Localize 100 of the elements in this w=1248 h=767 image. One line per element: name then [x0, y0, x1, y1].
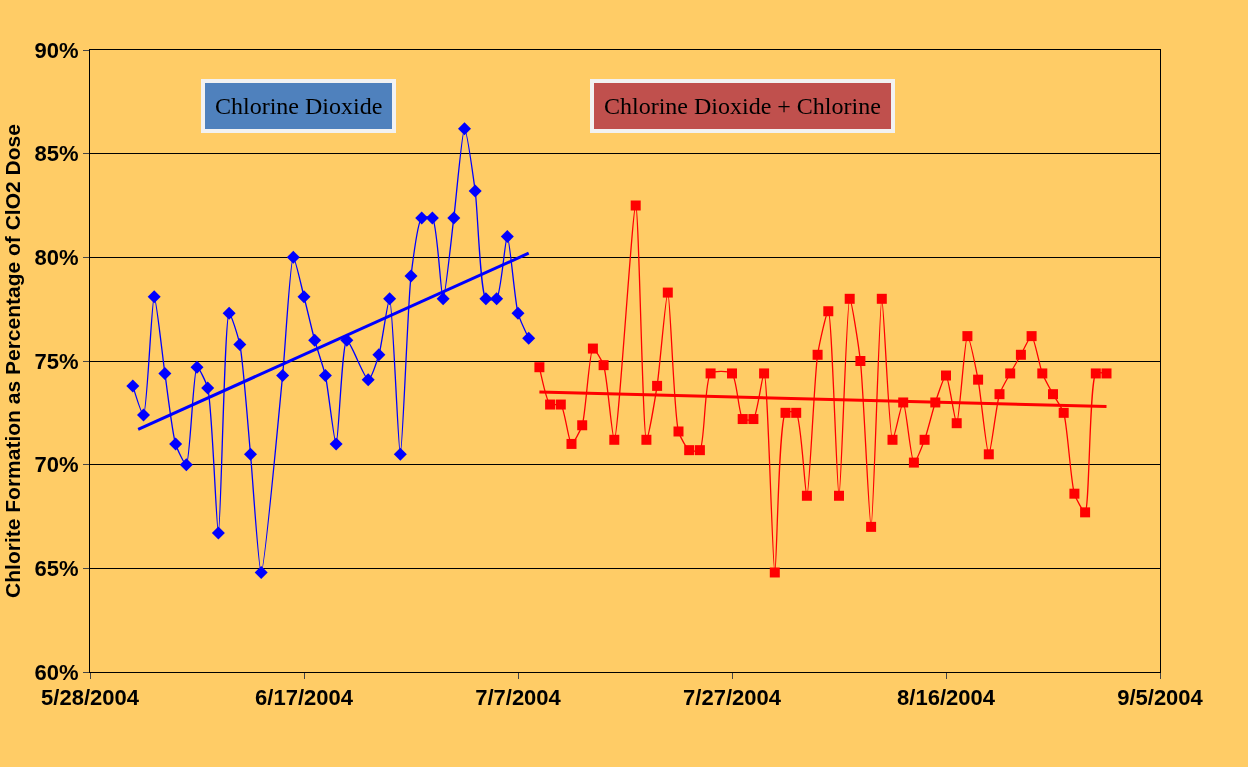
y-tick-label: 80% — [34, 245, 79, 271]
point — [876, 293, 887, 304]
point — [1005, 368, 1016, 379]
point — [211, 526, 225, 540]
point — [425, 211, 439, 225]
y-tick-label: 70% — [34, 452, 79, 478]
point — [468, 184, 482, 198]
point — [1048, 389, 1058, 400]
point — [286, 250, 300, 264]
point — [404, 269, 418, 283]
point — [630, 200, 641, 211]
point — [458, 122, 471, 136]
x-tick-label: 6/17/2004 — [255, 685, 354, 711]
point — [855, 356, 866, 366]
point — [908, 457, 919, 468]
x-tick-label: 9/5/2004 — [1117, 685, 1204, 711]
point — [834, 490, 844, 501]
point — [652, 380, 663, 391]
point — [919, 434, 930, 445]
point — [673, 426, 684, 437]
point — [361, 373, 375, 387]
y-tick-label: 60% — [34, 659, 79, 685]
point — [276, 369, 290, 383]
annotation: Chlorine Dioxide — [215, 93, 383, 119]
point — [297, 290, 311, 304]
point — [705, 368, 716, 379]
point — [727, 368, 737, 379]
point — [566, 438, 577, 449]
point — [994, 389, 1005, 400]
point — [951, 418, 962, 429]
point — [962, 331, 973, 342]
point — [372, 348, 386, 362]
point — [1101, 368, 1112, 379]
y-tick-label: 85% — [34, 141, 79, 167]
point — [511, 306, 525, 320]
point — [759, 368, 770, 379]
point — [941, 370, 951, 381]
point — [190, 360, 204, 374]
point — [1080, 507, 1091, 518]
point — [983, 449, 994, 460]
x-tick-label: 8/16/2004 — [897, 685, 996, 711]
point — [447, 211, 461, 225]
y-tick-label: 75% — [34, 348, 79, 374]
point — [587, 343, 598, 354]
point — [201, 381, 215, 395]
point — [1015, 349, 1026, 360]
point — [1090, 368, 1101, 379]
point — [522, 331, 536, 345]
point — [598, 360, 609, 371]
point — [1037, 368, 1048, 379]
x-tick-label: 7/7/2004 — [475, 685, 562, 711]
point — [823, 306, 834, 317]
point — [500, 230, 514, 244]
point — [244, 447, 257, 461]
point — [684, 445, 695, 456]
point — [147, 290, 161, 304]
point — [415, 211, 429, 225]
point — [383, 292, 397, 306]
y-tick-label: 65% — [34, 556, 79, 582]
y-axis-title: Chlorite Formation as Percentage of ClO2 Dose — [0, 124, 24, 598]
point — [126, 379, 140, 393]
point — [479, 292, 493, 306]
point — [490, 292, 504, 306]
point — [1026, 331, 1037, 342]
point — [158, 366, 172, 380]
point — [973, 374, 984, 385]
point — [577, 420, 588, 431]
point — [662, 287, 673, 298]
point — [866, 521, 877, 532]
point — [609, 434, 620, 445]
point — [780, 407, 791, 418]
point — [222, 306, 236, 320]
point — [308, 333, 322, 347]
point — [769, 567, 780, 578]
point — [844, 293, 855, 304]
point — [641, 434, 652, 445]
x-tick-label: 5/28/2004 — [41, 685, 140, 711]
point — [694, 445, 705, 456]
point — [555, 399, 566, 410]
point — [545, 399, 556, 410]
point — [748, 414, 759, 425]
point — [812, 349, 823, 360]
point — [801, 490, 812, 501]
annotation: Chlorine Dioxide + Chlorine — [604, 93, 881, 119]
point — [254, 565, 268, 579]
y-tick-label: 90% — [34, 37, 79, 63]
point — [329, 437, 343, 451]
point — [169, 437, 183, 451]
point — [318, 369, 332, 383]
point — [179, 458, 193, 472]
point — [233, 337, 247, 351]
point — [1058, 407, 1069, 418]
point — [436, 292, 450, 306]
x-tick-label: 7/27/2004 — [683, 685, 782, 711]
point — [137, 408, 150, 422]
point — [887, 434, 898, 445]
point — [534, 362, 545, 373]
point — [791, 407, 802, 418]
point — [737, 414, 748, 425]
point — [1069, 488, 1080, 499]
